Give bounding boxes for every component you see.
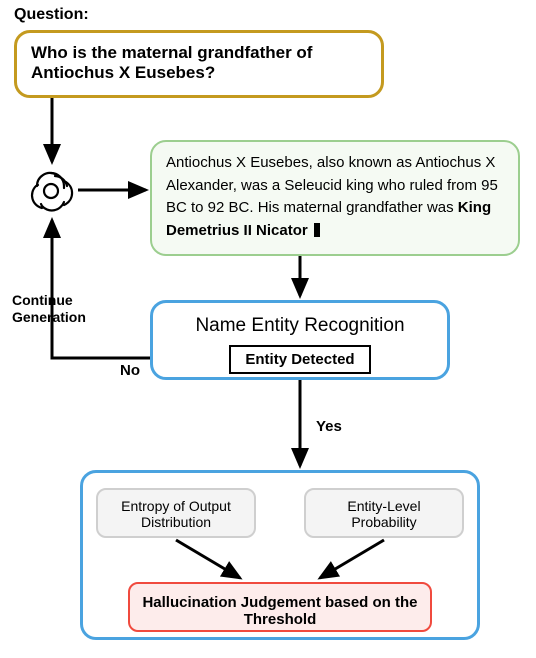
- answer-prefix: Antiochus X Eusebes, also known as Antio…: [166, 154, 498, 216]
- hallucination-result-box: Hallucination Judgement based on the Thr…: [128, 582, 432, 632]
- yes-label: Yes: [316, 418, 342, 435]
- ner-title: Name Entity Recognition: [167, 315, 433, 337]
- question-text: Who is the maternal grandfather of Antio…: [31, 43, 312, 82]
- ner-box: Name Entity Recognition Entity Detected: [150, 300, 450, 380]
- no-label: No: [120, 362, 140, 379]
- answer-box: Antiochus X Eusebes, also known as Antio…: [150, 140, 520, 256]
- entity-detected-box: Entity Detected: [229, 345, 370, 374]
- question-label: Question:: [14, 6, 89, 24]
- entropy-box: Entropy of Output Distribution: [96, 488, 256, 538]
- openai-logo-icon: [28, 168, 74, 214]
- entity-prob-box: Entity-Level Probability: [304, 488, 464, 538]
- question-box: Who is the maternal grandfather of Antio…: [14, 30, 384, 98]
- text-cursor-icon: [314, 223, 320, 237]
- continue-generation-label: Continue Generation: [12, 292, 92, 326]
